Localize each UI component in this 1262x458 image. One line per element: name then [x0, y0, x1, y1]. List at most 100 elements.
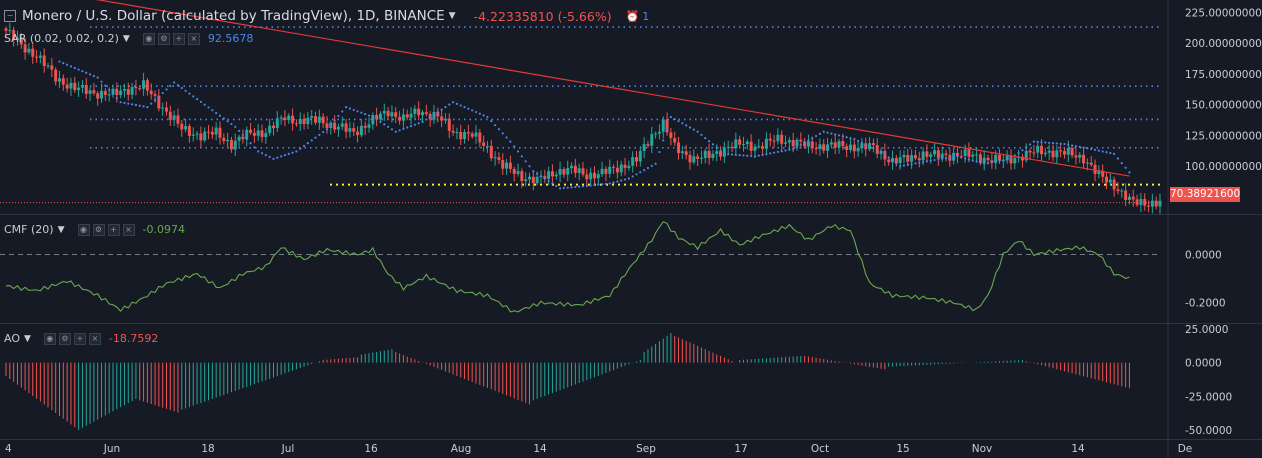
candle-body[interactable] [115, 88, 119, 95]
candle-body[interactable] [982, 157, 986, 164]
candle-body[interactable] [558, 168, 562, 175]
candle-body[interactable] [283, 117, 287, 121]
candle-body[interactable] [619, 164, 623, 173]
candle-body[interactable] [1005, 155, 1009, 161]
candle-body[interactable] [1024, 150, 1028, 161]
cmf-label[interactable]: CMF (20) [4, 223, 54, 236]
candle-body[interactable] [841, 141, 845, 147]
candle-body[interactable] [864, 143, 868, 150]
candle-body[interactable] [210, 131, 214, 135]
candle-body[interactable] [994, 154, 998, 163]
candle-body[interactable] [764, 138, 768, 149]
candle-body[interactable] [1093, 164, 1097, 174]
candle-body[interactable] [455, 131, 459, 133]
candle-body[interactable] [485, 145, 489, 147]
candle-body[interactable] [1143, 199, 1147, 206]
candle-body[interactable] [787, 140, 791, 143]
candle-body[interactable] [1047, 150, 1051, 153]
candle-body[interactable] [600, 168, 604, 175]
candle-body[interactable] [23, 44, 27, 53]
candle-body[interactable] [589, 172, 593, 180]
candle-body[interactable] [478, 132, 482, 143]
candle-body[interactable] [719, 151, 723, 157]
candle-body[interactable] [1112, 179, 1116, 190]
candle-body[interactable] [902, 154, 906, 158]
cmf-line[interactable] [5, 221, 1130, 313]
candle-body[interactable] [80, 84, 84, 88]
candle-body[interactable] [321, 116, 325, 124]
candle-body[interactable] [860, 143, 864, 149]
candle-body[interactable] [642, 144, 646, 152]
candle-body[interactable] [302, 118, 306, 125]
candle-body[interactable] [784, 142, 788, 144]
candle-body[interactable] [466, 132, 470, 134]
candle-body[interactable] [501, 160, 505, 169]
candle-body[interactable] [42, 55, 46, 66]
candle-body[interactable] [142, 80, 146, 89]
gear-icon[interactable]: ⚙ [157, 32, 170, 45]
candle-body[interactable] [195, 133, 199, 135]
candle-body[interactable] [1116, 189, 1120, 192]
candle-body[interactable] [971, 154, 975, 157]
candle-body[interactable] [482, 142, 486, 147]
candle-body[interactable] [780, 134, 784, 144]
candle-body[interactable] [803, 141, 807, 147]
candle-body[interactable] [933, 150, 937, 155]
candle-body[interactable] [153, 94, 157, 96]
candle-body[interactable] [474, 132, 478, 137]
candle-body[interactable] [738, 139, 742, 145]
candle-body[interactable] [761, 146, 765, 149]
candle-body[interactable] [528, 176, 532, 180]
candle-body[interactable] [730, 146, 734, 149]
candle-body[interactable] [421, 112, 425, 116]
candle-body[interactable] [470, 133, 474, 137]
candle-body[interactable] [122, 89, 126, 91]
candle-body[interactable] [910, 155, 914, 162]
candle-body[interactable] [585, 174, 589, 180]
candle-body[interactable] [1013, 158, 1017, 164]
candle-body[interactable] [31, 48, 35, 57]
candle-body[interactable] [401, 114, 405, 121]
candle-body[interactable] [417, 108, 421, 116]
candle-body[interactable] [692, 156, 696, 163]
trendline[interactable] [63, 0, 1130, 177]
candle-body[interactable] [382, 110, 386, 114]
candle-body[interactable] [822, 144, 826, 151]
candle-body[interactable] [661, 119, 665, 132]
candle-body[interactable] [615, 167, 619, 173]
candle-body[interactable] [1043, 152, 1047, 155]
candle-body[interactable] [119, 90, 123, 95]
candle-body[interactable] [279, 117, 283, 119]
candle-body[interactable] [516, 171, 520, 174]
candle-body[interactable] [145, 80, 149, 91]
candle-body[interactable] [19, 37, 23, 45]
candle-body[interactable] [703, 150, 707, 158]
candle-body[interactable] [684, 151, 688, 155]
candle-body[interactable] [550, 171, 554, 177]
candle-body[interactable] [654, 133, 658, 135]
candle-body[interactable] [176, 115, 180, 124]
plus-icon[interactable]: + [172, 32, 185, 45]
candle-body[interactable] [696, 156, 700, 159]
candle-body[interactable] [547, 171, 551, 179]
candle-body[interactable] [271, 125, 275, 129]
candle-body[interactable] [1059, 150, 1063, 152]
candle-body[interactable] [214, 127, 218, 135]
candle-body[interactable] [925, 151, 929, 157]
candle-body[interactable] [229, 139, 233, 150]
candle-body[interactable] [130, 87, 134, 95]
candle-body[interactable] [768, 138, 772, 141]
candle-body[interactable] [489, 145, 493, 159]
candle-body[interactable] [111, 88, 115, 95]
candle-body[interactable] [348, 128, 352, 132]
candle-body[interactable] [378, 113, 382, 120]
candle-body[interactable] [245, 129, 249, 140]
candle-body[interactable] [1070, 147, 1074, 156]
candle-body[interactable] [38, 55, 42, 58]
candle-body[interactable] [1127, 196, 1131, 200]
chevron-down-icon[interactable]: ▼ [57, 224, 65, 235]
candle-body[interactable] [1062, 151, 1066, 155]
candle-body[interactable] [1051, 150, 1055, 158]
candle-body[interactable] [77, 87, 81, 91]
